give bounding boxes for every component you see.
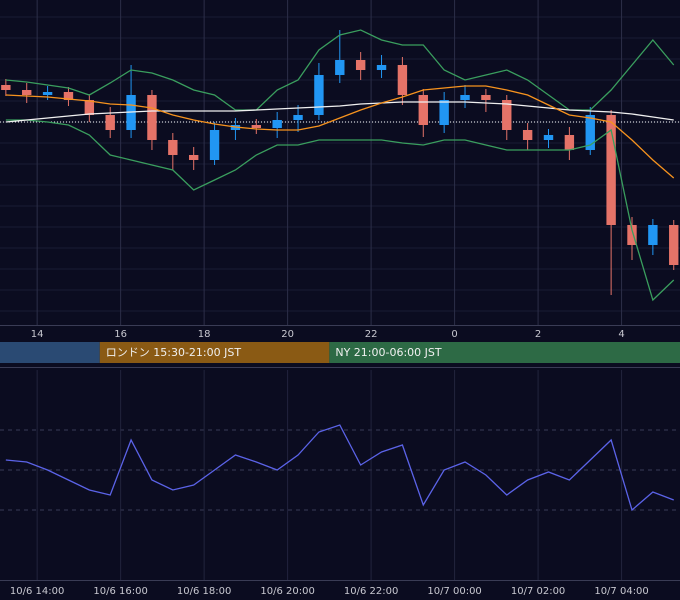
candle-body [147,95,157,140]
candle-body [397,65,408,95]
session-label: NY 21:00-06:00 JST [335,346,442,359]
candle-body [209,130,220,160]
candle-body [168,140,178,155]
candle-body [335,60,345,75]
x-tick-label: 22 [365,329,378,340]
candle-body [543,135,554,140]
candle-body [439,100,449,125]
session-band [0,342,100,363]
candle-body [188,155,199,160]
session-label: ロンドン 15:30-21:00 JST [106,346,242,359]
x-tick-label: 10/7 02:00 [511,586,565,597]
indicator-line [5,29,675,111]
candle-body [251,125,262,128]
oscillator-line [5,424,674,512]
candle-body [648,225,658,245]
candle-body [63,92,74,100]
session-band [329,342,680,363]
x-tick-label: 10/6 16:00 [93,586,147,597]
candle-body [564,135,575,150]
x-tick-label: 16 [114,329,127,340]
x-tick-label: 10/6 14:00 [10,586,64,597]
x-tick-label: 10/7 00:00 [427,586,481,597]
indicator-line [5,85,675,179]
indicator-line [5,101,674,123]
candle-body [502,100,512,130]
x-tick-label: 10/6 20:00 [260,586,314,597]
x-tick-label: 2 [535,329,541,340]
candle-body [355,60,366,70]
session-band [99,342,330,363]
x-tick-label: 10/7 04:00 [594,586,648,597]
x-tick-label: 10/6 22:00 [344,586,398,597]
candle-body [418,95,428,125]
candle-body [585,115,595,150]
candle-body [314,75,324,115]
candle-body [272,120,282,128]
candle-body [42,92,53,95]
candle-body [105,115,115,130]
candle-body [606,115,616,225]
candle-body [22,90,32,95]
x-tick-label: 4 [618,329,624,340]
indicator-line [5,119,675,302]
candle-body [460,95,470,100]
x-tick-label: 0 [451,329,457,340]
candle-body [84,100,95,115]
candle-body [1,85,11,90]
candle-body [376,65,387,70]
x-tick-label: 18 [198,329,211,340]
candle-body [481,95,491,100]
candle-body [522,130,533,140]
candle-body [669,225,679,265]
x-tick-label: 14 [31,329,44,340]
candle-body [627,225,637,245]
candle-body [293,115,303,120]
x-tick-label: 20 [281,329,294,340]
x-tick-label: 10/6 18:00 [177,586,231,597]
